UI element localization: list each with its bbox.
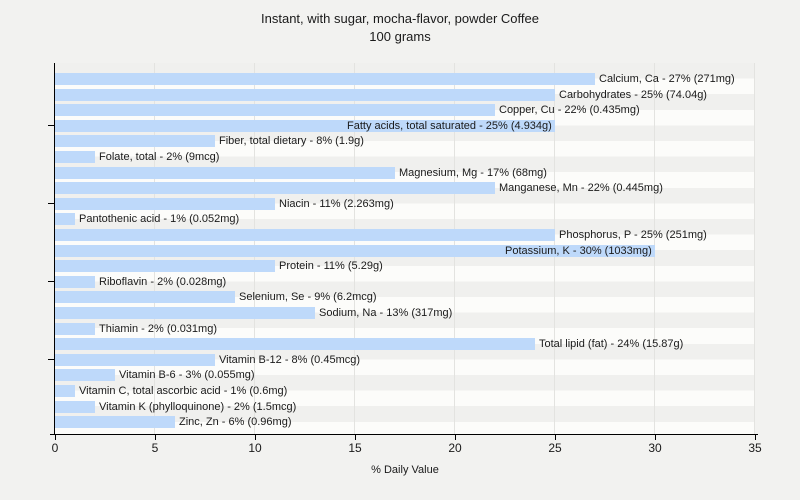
- chart-bar: [55, 135, 215, 148]
- x-axis-tick: [355, 435, 356, 440]
- chart-bar: [55, 307, 315, 319]
- bar-label: Sodium, Na - 13% (317mg): [319, 307, 453, 319]
- chart-bar: [55, 104, 495, 117]
- bar-label: Protein - 11% (5.29g): [279, 260, 383, 273]
- chart-title: Instant, with sugar, mocha-flavor, powde…: [0, 10, 800, 46]
- x-axis-tick: [455, 435, 456, 440]
- bar-label: Calcium, Ca - 27% (271mg): [599, 73, 735, 85]
- chart-bar: [55, 244, 655, 257]
- bar-label: Total lipid (fat) - 24% (15.87g): [539, 338, 684, 351]
- bar-label: Riboflavin - 2% (0.028mg): [99, 275, 227, 288]
- x-axis-tick-label: 10: [248, 441, 262, 455]
- chart-bar: [55, 275, 95, 288]
- bar-label: Vitamin C, total ascorbic acid - 1% (0.6…: [79, 385, 288, 397]
- bar-label: Folate, total - 2% (9mcg): [99, 151, 220, 163]
- chart-bar: [55, 229, 555, 241]
- x-axis-tick-label: 30: [648, 441, 662, 455]
- bar-label: Carbohydrates - 25% (74.04g): [559, 88, 707, 101]
- chart-bar: [55, 151, 95, 163]
- x-axis-tick: [155, 435, 156, 440]
- x-axis-title: % Daily Value: [371, 464, 439, 476]
- x-axis-tick: [655, 435, 656, 440]
- x-axis-tick: [555, 435, 556, 440]
- y-axis-tick: [48, 281, 54, 283]
- chart-bar: [55, 88, 555, 101]
- chart-bar: [55, 353, 215, 366]
- chart-bar: [55, 291, 235, 304]
- chart-bar: [55, 322, 95, 335]
- x-axis-tick: [755, 435, 756, 440]
- x-axis-tick-label: 0: [51, 441, 59, 455]
- bar-label: Pantothenic acid - 1% (0.052mg): [79, 213, 240, 226]
- y-axis-tick: [48, 203, 54, 205]
- chart-bar: [55, 385, 75, 397]
- bar-label: Selenium, Se - 9% (6.2mcg): [239, 291, 377, 304]
- chart-bar: [55, 119, 555, 132]
- bar-label: Vitamin B-6 - 3% (0.055mg): [119, 369, 255, 382]
- bar-label: Manganese, Mn - 22% (0.445mg): [499, 182, 663, 195]
- chart-bar: [55, 260, 275, 273]
- y-axis-line: [54, 63, 55, 434]
- chart-bar: [55, 416, 175, 429]
- y-axis-tick: [48, 359, 54, 361]
- bar-label: Magnesium, Mg - 17% (68mg): [399, 166, 547, 179]
- gridline: [754, 63, 755, 434]
- chart-bar: [55, 213, 75, 226]
- chart-bar: [55, 73, 595, 85]
- chart-title-line2: 100 grams: [369, 29, 431, 44]
- chart-title-line1: Instant, with sugar, mocha-flavor, powde…: [261, 11, 539, 26]
- bar-label: Phosphorus, P - 25% (251mg): [559, 229, 707, 241]
- x-axis-line: [50, 434, 758, 435]
- x-axis-tick-label: 20: [448, 441, 462, 455]
- bar-label: Vitamin B-12 - 8% (0.45mcg): [219, 353, 361, 366]
- chart-bar: [55, 338, 535, 351]
- bar-label: Zinc, Zn - 6% (0.96mg): [179, 416, 292, 429]
- y-axis-tick: [48, 125, 54, 127]
- chart-bar: [55, 400, 95, 413]
- chart-bar: [55, 369, 115, 382]
- x-axis-tick-label: 15: [348, 441, 362, 455]
- bar-label: Fiber, total dietary - 8% (1.9g): [219, 135, 364, 148]
- x-axis-tick-label: 35: [748, 441, 762, 455]
- chart-bar: [55, 166, 395, 179]
- x-axis-tick-label: 5: [151, 441, 159, 455]
- bar-label: Potassium, K - 30% (1033mg): [505, 244, 652, 257]
- bar-label: Vitamin K (phylloquinone) - 2% (1.5mcg): [99, 400, 297, 413]
- x-axis-tick-label: 25: [548, 441, 562, 455]
- chart-bar: [55, 197, 275, 210]
- chart-bar: [55, 182, 495, 195]
- bar-label: Niacin - 11% (2.263mg): [279, 197, 394, 210]
- chart-plot-area: Calcium, Ca - 27% (271mg) Carbohydrates -…: [55, 63, 755, 434]
- bar-label: Copper, Cu - 22% (0.435mg): [499, 104, 640, 117]
- bar-label: Thiamin - 2% (0.031mg): [99, 322, 217, 335]
- x-axis-tick: [55, 435, 56, 440]
- bar-label: Fatty acids, total saturated - 25% (4.93…: [347, 119, 552, 132]
- x-axis-tick: [255, 435, 256, 440]
